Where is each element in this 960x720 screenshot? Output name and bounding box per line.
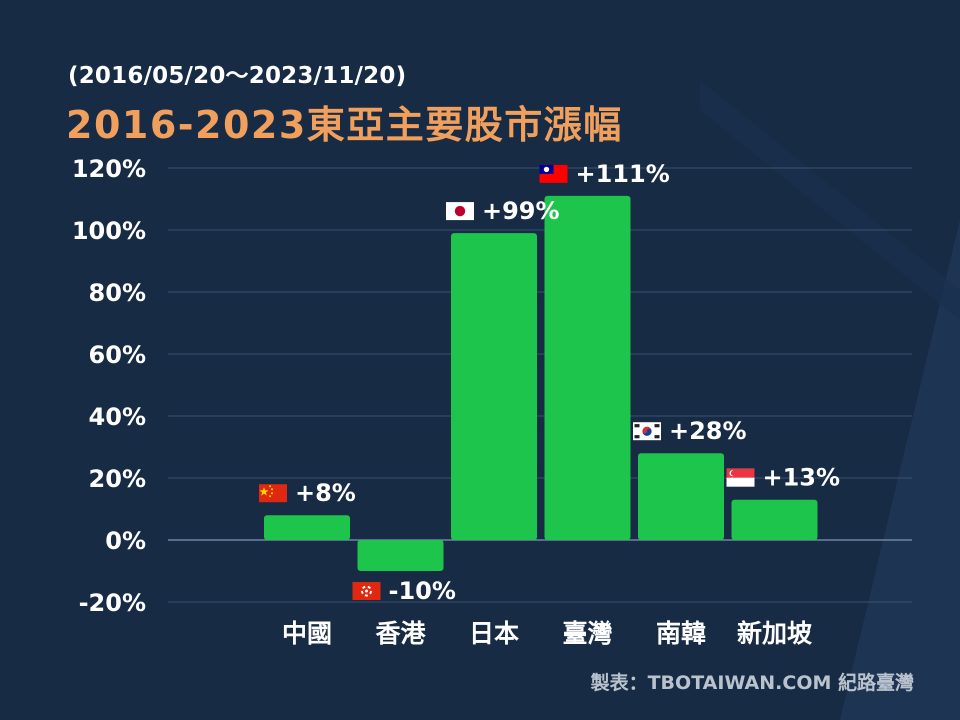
data-label: +13% — [763, 464, 841, 492]
data-label: +8% — [295, 479, 356, 507]
x-tick-label: 臺灣 — [562, 619, 612, 648]
japan-flag-icon — [446, 202, 474, 221]
y-tick-label: 20% — [89, 465, 146, 493]
bar — [357, 540, 444, 571]
chart-subtitle: (2016/05/20～2023/11/20) — [68, 63, 407, 89]
y-tick-label: 60% — [89, 341, 146, 369]
chart-title: 2016-2023東亞主要股市漲幅 — [66, 103, 623, 147]
data-label: -10% — [389, 577, 456, 605]
singapore-flag-icon — [726, 468, 755, 487]
gridlines — [168, 167, 912, 603]
x-tick-label: 日本 — [469, 619, 519, 648]
data-label: +111% — [576, 160, 670, 188]
y-tick-label: 80% — [89, 279, 146, 307]
y-tick-label: 120% — [72, 155, 146, 183]
china-flag-icon — [259, 484, 287, 503]
x-tick-label: 新加坡 — [737, 619, 812, 648]
south-korea-flag-icon — [633, 422, 661, 441]
data-labels: +8% -10% +99% +111% +28% +13% — [259, 160, 840, 605]
y-tick-label: -20% — [79, 589, 146, 617]
bar — [638, 453, 724, 540]
bar — [264, 515, 350, 540]
hong-kong-flag-icon — [352, 582, 381, 600]
bar — [731, 499, 818, 540]
x-tick-label: 香港 — [375, 619, 426, 648]
x-tick-label: 中國 — [282, 619, 332, 648]
x-tick-label: 南韓 — [656, 619, 706, 648]
taiwan-flag-icon — [539, 164, 568, 183]
y-axis-ticks: 120% 100% 80% 60% 40% 20% 0% -20% — [72, 155, 146, 617]
bar — [451, 233, 537, 540]
footer-credit: 製表：TBOTAIWAN.COM 紀路臺灣 — [590, 672, 914, 694]
y-tick-label: 0% — [105, 527, 146, 555]
y-tick-label: 100% — [72, 217, 146, 245]
data-label: +99% — [482, 197, 560, 225]
x-axis-ticks: 中國 香港 日本 臺灣 南韓 新加坡 — [282, 619, 812, 648]
data-label: +28% — [669, 417, 747, 445]
y-tick-label: 40% — [89, 403, 146, 431]
bar — [544, 195, 631, 540]
bars — [264, 195, 818, 571]
